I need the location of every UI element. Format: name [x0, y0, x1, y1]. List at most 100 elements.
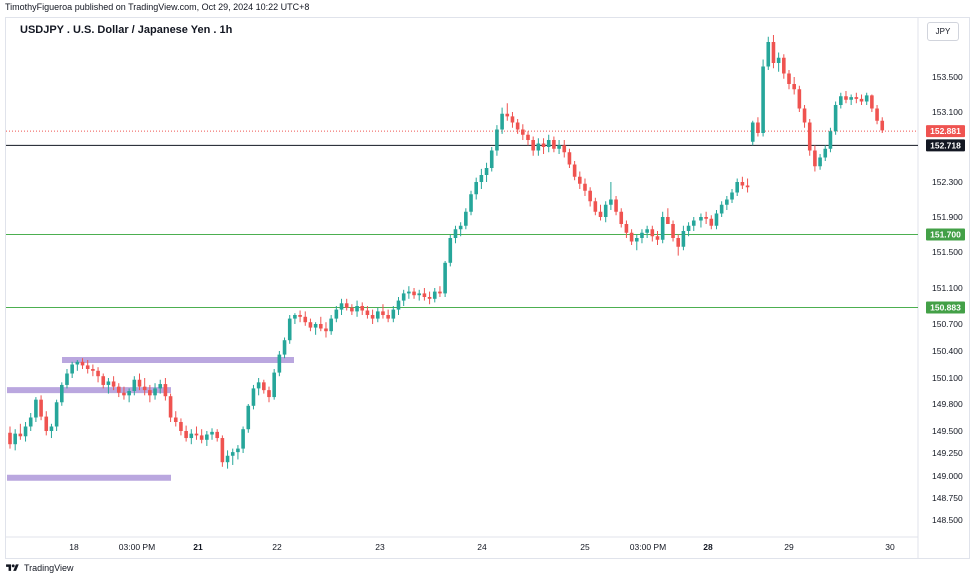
candle[interactable] [833, 101, 838, 135]
candle[interactable] [740, 176, 745, 189]
candle[interactable] [474, 177, 478, 200]
candle[interactable] [505, 103, 510, 121]
candle[interactable] [8, 426, 12, 449]
time-axis[interactable]: 18 03:00 PM 21 22 23 24 25 03:00 PM 28 29 30 [69, 542, 895, 552]
candle[interactable] [246, 404, 251, 433]
candle[interactable] [251, 384, 256, 410]
candle[interactable] [699, 213, 703, 228]
candle[interactable] [132, 376, 137, 396]
candle[interactable] [629, 229, 634, 245]
candle[interactable] [495, 125, 499, 156]
candle[interactable] [650, 225, 655, 242]
candle[interactable] [766, 36, 771, 70]
candle[interactable] [44, 411, 49, 436]
candle[interactable] [49, 423, 54, 439]
candle[interactable] [85, 360, 90, 374]
candle[interactable] [184, 425, 188, 442]
candle[interactable] [225, 450, 230, 469]
supply-demand-zone[interactable] [7, 474, 171, 481]
candle[interactable] [849, 94, 853, 106]
candle[interactable] [142, 378, 147, 396]
candle[interactable] [640, 229, 644, 244]
candle[interactable] [839, 92, 843, 109]
candle[interactable] [158, 379, 163, 394]
candle[interactable] [875, 105, 879, 125]
candle[interactable] [578, 171, 582, 190]
candle[interactable] [91, 364, 95, 377]
candle[interactable] [745, 178, 750, 193]
candle[interactable] [719, 201, 724, 217]
candle[interactable] [854, 92, 859, 104]
price-axis[interactable]: 153.500 153.100 152.300 151.900 151.500 151.1… [932, 72, 963, 525]
candle[interactable] [536, 138, 541, 156]
candle[interactable] [686, 222, 691, 237]
candle[interactable] [761, 59, 765, 137]
candle[interactable] [572, 161, 577, 181]
candle[interactable] [864, 92, 869, 105]
candle[interactable] [792, 77, 796, 95]
candle[interactable] [106, 378, 111, 394]
candle[interactable] [880, 117, 885, 133]
candle[interactable] [262, 379, 266, 394]
supply-demand-zone[interactable] [7, 387, 171, 394]
candle[interactable] [438, 286, 442, 297]
candle[interactable] [614, 196, 618, 216]
candle[interactable] [510, 112, 515, 128]
candle[interactable] [756, 117, 760, 137]
currency-button[interactable]: JPY [927, 22, 959, 41]
candle[interactable] [645, 225, 649, 238]
candle[interactable] [34, 397, 38, 422]
candle[interactable] [541, 138, 546, 154]
candle[interactable] [598, 204, 603, 221]
candle[interactable] [818, 154, 822, 170]
candle[interactable] [557, 140, 561, 154]
candle[interactable] [365, 306, 370, 319]
candle[interactable] [272, 369, 276, 400]
candle[interactable] [417, 289, 422, 301]
candle[interactable] [844, 91, 848, 104]
candle[interactable] [241, 426, 245, 454]
candle[interactable] [236, 445, 240, 460]
candle[interactable] [802, 105, 807, 128]
candle[interactable] [593, 197, 598, 216]
candle[interactable] [427, 291, 432, 305]
candle[interactable] [583, 178, 587, 197]
candle[interactable] [448, 234, 453, 267]
candlestick-chart[interactable]: 153.500 153.100 152.300 151.900 151.500 151.1… [0, 0, 975, 560]
candle[interactable] [75, 360, 80, 371]
candle[interactable] [782, 54, 786, 79]
candle[interactable] [828, 127, 833, 153]
candle[interactable] [807, 119, 812, 156]
candle[interactable] [344, 298, 349, 311]
candle[interactable] [552, 136, 556, 153]
candle[interactable] [13, 429, 17, 451]
candle[interactable] [526, 131, 530, 146]
candle[interactable] [173, 411, 178, 427]
candle[interactable] [469, 190, 473, 216]
candle[interactable] [624, 220, 629, 239]
candle[interactable] [287, 315, 292, 344]
candle[interactable] [681, 225, 686, 251]
candle[interactable] [479, 168, 484, 189]
candle[interactable] [531, 136, 535, 156]
candle[interactable] [308, 318, 313, 332]
candle[interactable] [797, 85, 802, 112]
candle[interactable] [168, 393, 173, 422]
candle[interactable] [396, 297, 401, 315]
candle[interactable] [464, 208, 468, 230]
candle[interactable] [407, 286, 411, 299]
candle[interactable] [603, 201, 608, 223]
candle[interactable] [401, 289, 406, 306]
candle[interactable] [386, 309, 390, 323]
candle[interactable] [771, 35, 776, 69]
candle[interactable] [870, 94, 874, 113]
candle[interactable] [189, 429, 194, 445]
candle[interactable] [65, 369, 69, 389]
candle[interactable] [432, 288, 437, 303]
candle[interactable] [54, 399, 59, 431]
candle[interactable] [671, 220, 675, 242]
candle[interactable] [443, 261, 447, 297]
candle[interactable] [137, 373, 142, 391]
candle[interactable] [381, 304, 385, 319]
candle[interactable] [127, 388, 131, 403]
